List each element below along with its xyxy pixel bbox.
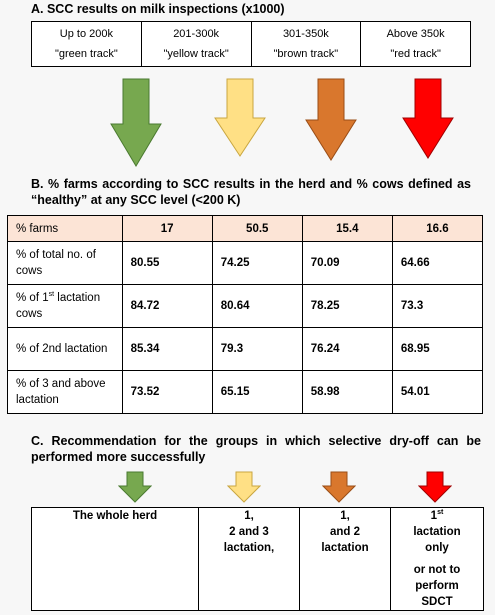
cell-value: 78.25 <box>301 284 393 328</box>
recommendation-yellow: 1, 2 and 3 lactation, <box>198 507 300 611</box>
cell-value: 58.98 <box>301 370 393 414</box>
cell-value: 80.55 <box>121 241 213 285</box>
label-superscript: st <box>48 291 55 298</box>
green-down-arrow-icon <box>110 78 162 167</box>
track-label: "green track" <box>54 48 118 60</box>
recommendation-whole-herd: The whole herd <box>31 507 199 611</box>
recommendation-red: 1st lactation only or not to perform SDCT <box>390 507 484 611</box>
track-label: "brown track" <box>273 48 339 60</box>
cell-value: 50.5 <box>211 215 303 242</box>
cell-value: 15.4 <box>301 215 393 242</box>
recommendation-brown: 1, and 2 lactation <box>299 507 391 611</box>
cell-value: 73.3 <box>391 284 484 328</box>
rec-line: lactation only <box>413 526 461 554</box>
farm-percent-table: % farms 17 50.5 15.4 16.6 % of total no.… <box>7 215 484 414</box>
rec-line: 1 <box>430 510 438 522</box>
rec-line: and 2 lactation <box>321 526 369 554</box>
cell-value: 16.6 <box>391 215 484 242</box>
recommendation-table: The whole herd 1, 2 and 3 lactation, 1, an… <box>31 507 484 611</box>
rec-line: 2 and 3 lactation, <box>223 526 275 554</box>
range-label: 201-300k <box>173 28 220 40</box>
table-row: % of 3 and above lactation 73.52 65.15 5… <box>7 370 484 414</box>
table-row: % of 1st lactation cows 84.72 80.64 78.2… <box>7 284 484 328</box>
row-label: % of 2nd lactation <box>7 327 123 371</box>
range-label: Up to 200k <box>59 28 113 40</box>
section-b-heading: B. % farms according to SCC results in t… <box>31 177 471 207</box>
cell-value: 85.34 <box>121 327 213 371</box>
range-cell-green: Up to 200k "green track" <box>31 21 142 67</box>
red-down-arrow-icon <box>418 471 452 503</box>
cell-value: 70.09 <box>301 241 393 285</box>
label-text: % of 1 <box>16 292 49 304</box>
row-label: % of 1st lactation cows <box>7 284 123 328</box>
brown-down-arrow-icon <box>305 78 357 161</box>
brown-down-arrow-icon <box>322 471 356 503</box>
green-down-arrow-icon <box>118 471 152 503</box>
scc-range-table: Up to 200k "green track" 201-300k "yellow … <box>31 21 471 67</box>
range-label: Above 350k <box>386 28 445 40</box>
rec-superscript: st <box>437 509 444 516</box>
section-a-heading: A. SCC results on milk inspections (x100… <box>31 2 285 16</box>
range-label: 301-350k <box>282 28 329 40</box>
row-label: % farms <box>7 215 123 242</box>
rec-line: 1, <box>244 510 254 522</box>
cell-value: 84.72 <box>121 284 213 328</box>
yellow-down-arrow-icon <box>214 78 266 157</box>
section-c-heading: C. Recommendation for the groups in whic… <box>31 434 481 464</box>
row-label: % of 3 and above lactation <box>7 370 123 414</box>
cell-value: 65.15 <box>211 370 303 414</box>
red-down-arrow-icon <box>402 78 454 159</box>
range-cell-red: Above 350k "red track" <box>360 21 471 67</box>
yellow-down-arrow-icon <box>227 471 261 503</box>
row-label: % of total no. of cows <box>7 241 123 285</box>
cell-value: 68.95 <box>391 327 484 371</box>
cell-value: 54.01 <box>391 370 484 414</box>
label-text: lactation cows <box>16 292 101 320</box>
track-label: "yellow track" <box>163 48 229 60</box>
table-row: % of total no. of cows 80.55 74.25 70.09… <box>7 241 484 285</box>
range-cell-brown: 301-350k "brown track" <box>250 21 362 67</box>
cell-value: 73.52 <box>121 370 213 414</box>
cell-value: 80.64 <box>211 284 303 328</box>
cell-value: 17 <box>121 215 213 242</box>
cell-value: 74.25 <box>211 241 303 285</box>
rec-line: 1, <box>340 510 350 522</box>
table-row: % farms 17 50.5 15.4 16.6 <box>7 215 484 242</box>
range-cell-yellow: 201-300k "yellow track" <box>140 21 252 67</box>
table-row: % of 2nd lactation 85.34 79.3 76.24 68.9… <box>7 327 484 371</box>
cell-value: 64.66 <box>391 241 484 285</box>
cell-value: 76.24 <box>301 327 393 371</box>
track-label: "red track" <box>390 48 441 60</box>
cell-value: 79.3 <box>211 327 303 371</box>
rec-line: or not to perform SDCT <box>413 564 461 608</box>
